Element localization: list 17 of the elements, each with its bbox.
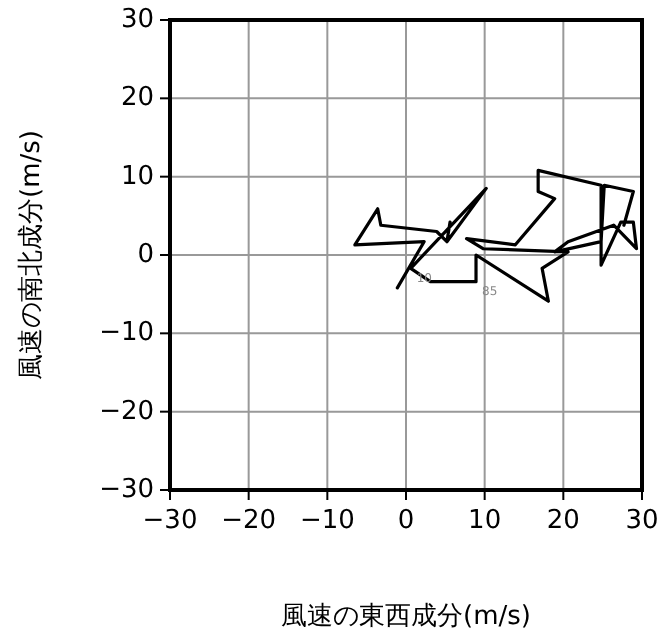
y-tick-label: 0 (137, 240, 154, 270)
x-tick-label: −10 (299, 506, 355, 536)
y-tick-label: −10 (99, 318, 154, 349)
x-tick-label: 20 (546, 506, 580, 536)
x-tick-label: −30 (142, 506, 198, 536)
y-tick-label: 20 (120, 83, 154, 114)
x-tick-label: 10 (468, 506, 502, 536)
y-tick-label: 10 (120, 161, 154, 192)
x-tick-label: 30 (625, 506, 659, 536)
x-tick-label: −20 (221, 506, 277, 536)
x-axis-title: 風速の東西成分(m/s) (281, 602, 531, 632)
y-tick-label: −20 (99, 396, 154, 427)
x-tick-label: 0 (397, 506, 415, 536)
line-series (353, 168, 639, 303)
y-tick-label: 30 (120, 5, 154, 35)
y-tick-label: −30 (99, 475, 154, 505)
y-axis-title: 風速の南北成分(m/s) (17, 130, 47, 380)
